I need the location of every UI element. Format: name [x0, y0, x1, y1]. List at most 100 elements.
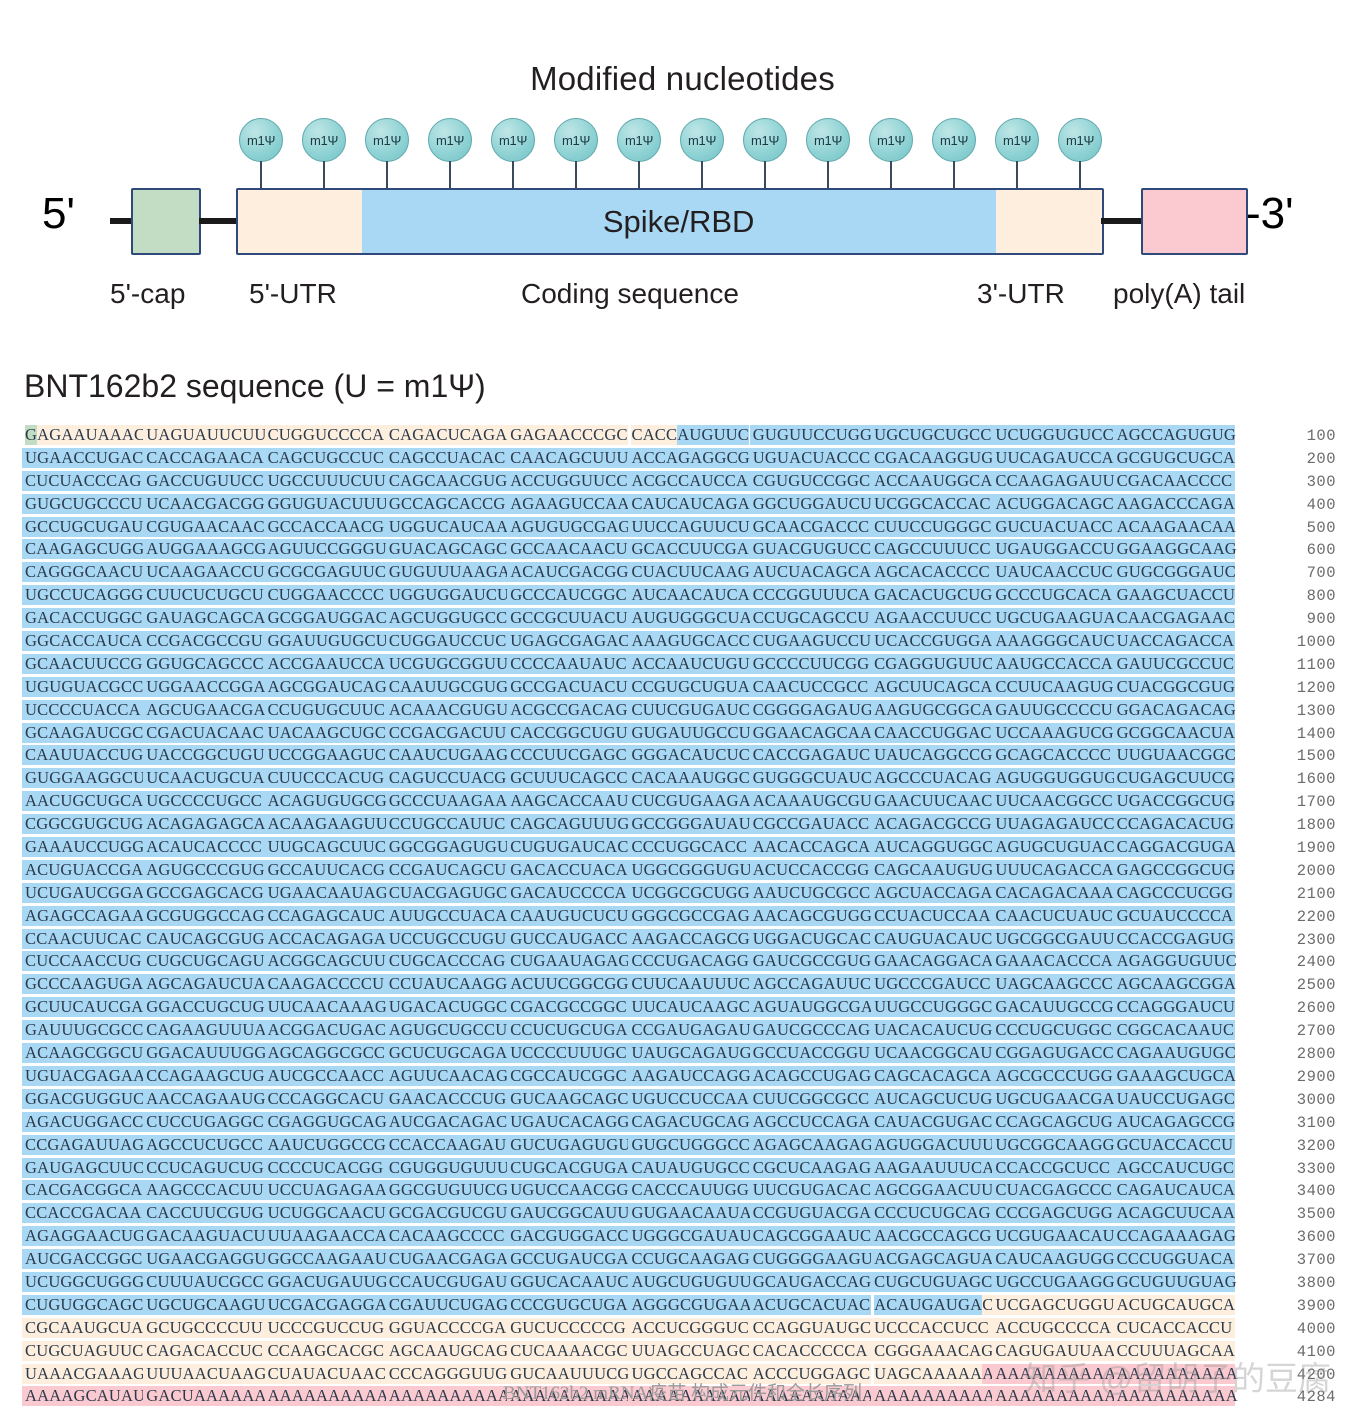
sequence-chunk: CUUCCUGGGC	[871, 516, 993, 537]
sequence-row: UCUGGCUGGG CUUUAUCGCC GGACUGAUUG CCAUCGUGAU…	[22, 1271, 1344, 1295]
sequence-chunk: CUUCGGCGCC	[749, 1088, 872, 1109]
sequence-chunk: CUCCAACCUG	[22, 951, 144, 972]
sequence-chunk: CUGGUCCCCA	[264, 425, 386, 445]
lollipop-stem	[953, 161, 956, 194]
sequence-chunk: GCAAGAUCGC	[22, 722, 144, 743]
sequence-chunk: CUGUGAUCAC	[507, 837, 629, 858]
sequence-chunk: UCAACUGCUA	[143, 768, 265, 789]
sequence-chunk: GAACAGGACA	[871, 951, 993, 972]
lollipop-stem	[449, 161, 452, 194]
sequence-chunk: UCGUGCGGUU	[385, 653, 508, 674]
sequence-row: UGAACCUGAC CACCAGAACA CAGCUGCCUC CAGCCUACAC…	[22, 447, 1344, 471]
sequence-row-chunks: CGGCGUGCUG ACAGAGAGCA ACAAGAAGUU CCUGCCAUUC…	[22, 814, 1235, 835]
sequence-chunk: CCCUCUGCAG	[871, 1203, 993, 1224]
sequence-row: AACUGCUGCA UGCCCCUGCC ACAGUGUGCG GCCCUAAGAA…	[22, 791, 1344, 814]
sequence-chunk: GACACUGCUG	[871, 585, 993, 606]
sequence-chunk: CGACAAGGUG	[871, 447, 993, 468]
sequence-chunk: CCCGAGCUGG	[992, 1203, 1114, 1224]
sequence-row: GUGGAAGGCU UCAACUGCUA CUUCCCACUG CAGUCCUACG…	[22, 768, 1344, 791]
sequence-row-chunks: CGCAAUGCUA GCUGCCCCUU UCCCGUCCUG GGUACCCCGA…	[22, 1317, 1235, 1338]
sequence-chunk: GGACCUGCUG	[143, 997, 265, 1018]
sequence-chunk: CCUCAGUCUG	[143, 1157, 265, 1178]
sequence-segment: G	[25, 425, 38, 445]
sequence-chunk: UGUACUACCC	[749, 447, 872, 468]
sequence-chunk: UGAUGGACCU	[992, 539, 1115, 560]
sequence-chunk: GCUGUUGUAG	[1113, 1271, 1237, 1292]
sequence-chunk: CAUGUACAUC	[871, 928, 993, 949]
sequence-chunk: CUGAAGUCCU	[749, 631, 872, 652]
sequence-chunk: GAUUCGCCUC	[1113, 653, 1235, 674]
sequence-chunk: ACAAGAAGUU	[264, 814, 388, 835]
sequence-chunk: UUAAGAACCA	[264, 1226, 387, 1247]
sequence-chunk: CCAAGAGAUU	[992, 470, 1115, 491]
sequence-chunk: UUUAACUAAG	[143, 1363, 266, 1384]
sequence-chunk: AAAGGGCAUC	[992, 631, 1115, 652]
sequence-chunk: CAACUCUAUC	[992, 905, 1114, 926]
m1psi-circle-icon: m1Ψ	[239, 118, 283, 162]
sequence-chunk: UGCGGCGAUU	[992, 928, 1115, 949]
sequence-chunk: GUCAAUUUCG	[507, 1363, 629, 1384]
sequence-chunk: AACUGCUGCA	[22, 791, 144, 812]
sequence-chunk: GCCAGCACCG	[385, 493, 508, 514]
sequence-row: GCUUCAUCGA GGACCUGCUG UUCAACAAAG UGACACUGGC…	[22, 997, 1344, 1020]
sequence-row: ACUGUACCGA AGUGCCCGUG GCCAUUCACG CCGAUCAGCU…	[22, 859, 1344, 883]
sequence-chunk: GAACACCCUG	[385, 1088, 508, 1109]
sequence-chunk: CCUUUAGCAA	[1113, 1340, 1235, 1361]
sequence-chunk: ACAGAGAGCA	[143, 814, 265, 835]
sequence-row: CCACCGACAA CACCUUCGUG UCUGGCAACU GCGACGUCGU…	[22, 1203, 1344, 1226]
sequence-chunk: AGUUCCGGGU	[264, 539, 387, 560]
sequence-chunk: CAAGAGCUGG	[22, 539, 144, 560]
sequence-chunk: CCCUGGUACA	[1113, 1249, 1235, 1270]
sequence-chunk: GAACUUCAAC	[871, 791, 993, 812]
sequence-chunk: GGUGUACUUU	[264, 493, 388, 514]
sequence-row-chunks: CUCCAACCUG CUGCUGCAGU ACGGCAGCUU CUGCACCCAG…	[22, 951, 1237, 972]
sequence-row-number: 1300	[1296, 701, 1336, 720]
sequence-chunk: ACUGCACUAC	[749, 1294, 872, 1315]
sequence-chunk: UGCCUUUCUU	[264, 470, 386, 491]
sequence-row: UGUGUACGCC UGGAACCGGA AGCGGAUCAG CAAUUGCGUG…	[22, 676, 1344, 700]
sequence-chunk: AAGCCCACUU	[143, 1180, 265, 1201]
modified-nucleotide-lollipops: m1Ψ m1Ψ m1Ψ m1Ψ m1Ψ m1Ψ m1Ψ m1Ψ m1Ψ m1Ψ m1Ψ m1Ψ m1Ψ m…	[0, 118, 1365, 194]
sequence-row-number: 3300	[1296, 1159, 1336, 1178]
sequence-chunk: UGCCAGCCAC	[628, 1363, 750, 1384]
sequence-chunk: UGCCUCAGGG	[22, 585, 144, 606]
sequence-chunk: UCCUAGAGAA	[264, 1180, 387, 1201]
sequence-chunk: UUCGUGACAC	[749, 1180, 872, 1201]
sequence-chunk: GAGAACCCGC	[507, 425, 629, 445]
sequence-row-chunks: CAAGAGCUGG AUGGAAAGCG AGUUCCGGGU GUACAGCAGC…	[22, 539, 1237, 560]
sequence-row-number: 100	[1306, 427, 1336, 445]
sequence-chunk: CCUUCAAGUG	[992, 676, 1114, 697]
sequence-chunk: CUACGGCGUG	[1113, 676, 1235, 697]
sequence-chunk: CAAUUACCUG	[22, 745, 144, 766]
sequence-row-chunks: GAUUUGCGCC CAGAAGUUUA ACGGACUGAC AGUGCUGCCU…	[22, 1020, 1235, 1041]
sequence-chunk: UCGAGCUGGU	[992, 1294, 1115, 1315]
m1psi-lollipop: m1Ψ	[239, 118, 283, 194]
sequence-chunk: GCAACGACCC	[749, 516, 872, 537]
sequence-chunk: UUCAACAAAG	[264, 997, 387, 1018]
sequence-chunk: AGCGGAUCAG	[264, 676, 387, 697]
sequence-chunk: CCUCUGCUGA	[507, 1020, 629, 1041]
sequence-row-number: 2100	[1296, 884, 1336, 903]
sequence-row-number: 900	[1306, 610, 1336, 629]
sequence-segment: UAGCAAAAA	[874, 1363, 983, 1384]
sequence-chunk: UGGAACCGGA	[143, 676, 265, 697]
sequence-chunk: CAGGACGUGA	[1113, 837, 1236, 858]
sequence-chunk: ACAAGCGGCU	[22, 1043, 144, 1064]
sequence-row-chunks: GCAACUUCCG GGUGCAGCCC ACCGAAUCCA UCGUGCGGUU…	[22, 653, 1235, 674]
sequence-chunk: CAGGGCAACU	[22, 562, 144, 583]
sequence-row: GUGCUGCCCU UCAACGACGG GGUGUACUUU GCCAGCACCG…	[22, 493, 1344, 517]
sequence-row: ACAAGCGGCU GGACAUUUGG AGCAGGCGCC GCUCUGCAGA…	[22, 1043, 1344, 1066]
sequence-chunk: CAGCUGCCUC	[264, 447, 386, 468]
sequence-chunk: GGAUUGUGCU	[264, 631, 388, 652]
sequence-chunk: GAAGCUACCU	[1113, 585, 1235, 606]
sequence-chunk: UGCUGCAAGU	[143, 1294, 265, 1315]
sequence-row-chunks: UGCCUCAGGG CUUCUCUGCU CUGGAACCCC UGGUGGAUCU…	[22, 585, 1235, 606]
sequence-chunk: AACAGCGUGG	[749, 905, 872, 926]
sequence-chunk: GCCUACCGGU	[749, 1043, 872, 1064]
sequence-chunk: GCCUGAUCGA	[507, 1249, 629, 1270]
sequence-chunk: CAUCAGCGUG	[143, 928, 265, 949]
sequence-chunk: AAAAAAAAAA	[1113, 1363, 1238, 1384]
sequence-chunk: ACCAAUGGCA	[871, 470, 993, 491]
sequence-chunk: GGCCAAGAAU	[264, 1249, 387, 1270]
sequence-segment: CACC	[631, 425, 678, 445]
